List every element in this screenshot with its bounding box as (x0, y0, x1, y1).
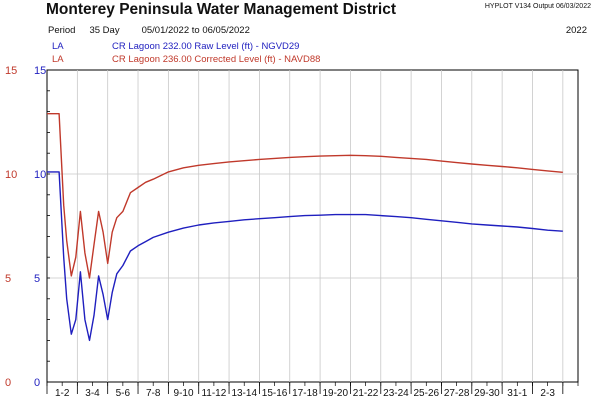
legend-entry-raw: LA CR Lagoon 232.00 Raw Level (ft) - NGVD… (52, 41, 299, 52)
year-label: 2022 (565, 25, 587, 36)
x-tick-label: 31-1 (507, 388, 527, 399)
y-tick-label-right: 10 (34, 169, 46, 181)
legend-entry-corrected: LA CR Lagoon 236.00 Corrected Level (ft) … (52, 54, 320, 65)
y-tick-label-right: 5 (34, 273, 40, 285)
x-tick-label: 15-16 (262, 388, 288, 399)
y-tick-label-left: 10 (5, 169, 17, 181)
y-tick-label-left: 0 (5, 377, 11, 389)
x-tick-label: 5-6 (116, 388, 131, 399)
x-tick-label: 3-4 (85, 388, 100, 399)
x-tick-label: 7-8 (146, 388, 161, 399)
x-tick-label: 23-24 (383, 388, 409, 399)
period-length: 35 Day (89, 25, 120, 36)
x-tick-label: 27-28 (444, 388, 470, 399)
chart-title: Monterey Peninsula Water Management Dist… (46, 1, 396, 18)
legend-text: CR Lagoon 236.00 Corrected Level (ft) - … (112, 54, 321, 65)
y-tick-label-right: 15 (34, 65, 46, 77)
x-tick-label: 9-10 (174, 388, 194, 399)
y-tick-label-left: 5 (5, 273, 11, 285)
x-tick-label: 11-12 (201, 388, 226, 399)
legend-text: CR Lagoon 232.00 Raw Level (ft) - NGVD29 (112, 41, 300, 52)
x-tick-label: 19-20 (322, 388, 348, 399)
version-label: HYPLOT V134 Output 06/03/2022 (484, 3, 591, 10)
y-tick-label-right: 0 (34, 377, 40, 389)
period-info: Period 35 Day 05/01/2022 to 06/05/2022 (48, 25, 264, 36)
date-range: 05/01/2022 to 06/05/2022 (141, 25, 250, 36)
legend-code: LA (52, 54, 64, 65)
x-tick-label: 13-14 (231, 388, 257, 399)
x-tick-label: 25-26 (413, 388, 439, 399)
x-tick-label: 1-2 (55, 388, 70, 399)
x-tick-label: 21-22 (353, 388, 379, 399)
legend-code: LA (52, 41, 64, 52)
series-line-corrected-level (47, 112, 563, 279)
x-tick-label: 17-18 (292, 388, 318, 399)
period-label: Period (48, 25, 76, 36)
x-tick-label: 2-3 (540, 388, 555, 399)
y-tick-label-left: 15 (5, 65, 17, 77)
x-tick-label: 29-30 (474, 388, 500, 399)
plot-area (46, 69, 579, 383)
series-line-raw-level (47, 171, 563, 342)
